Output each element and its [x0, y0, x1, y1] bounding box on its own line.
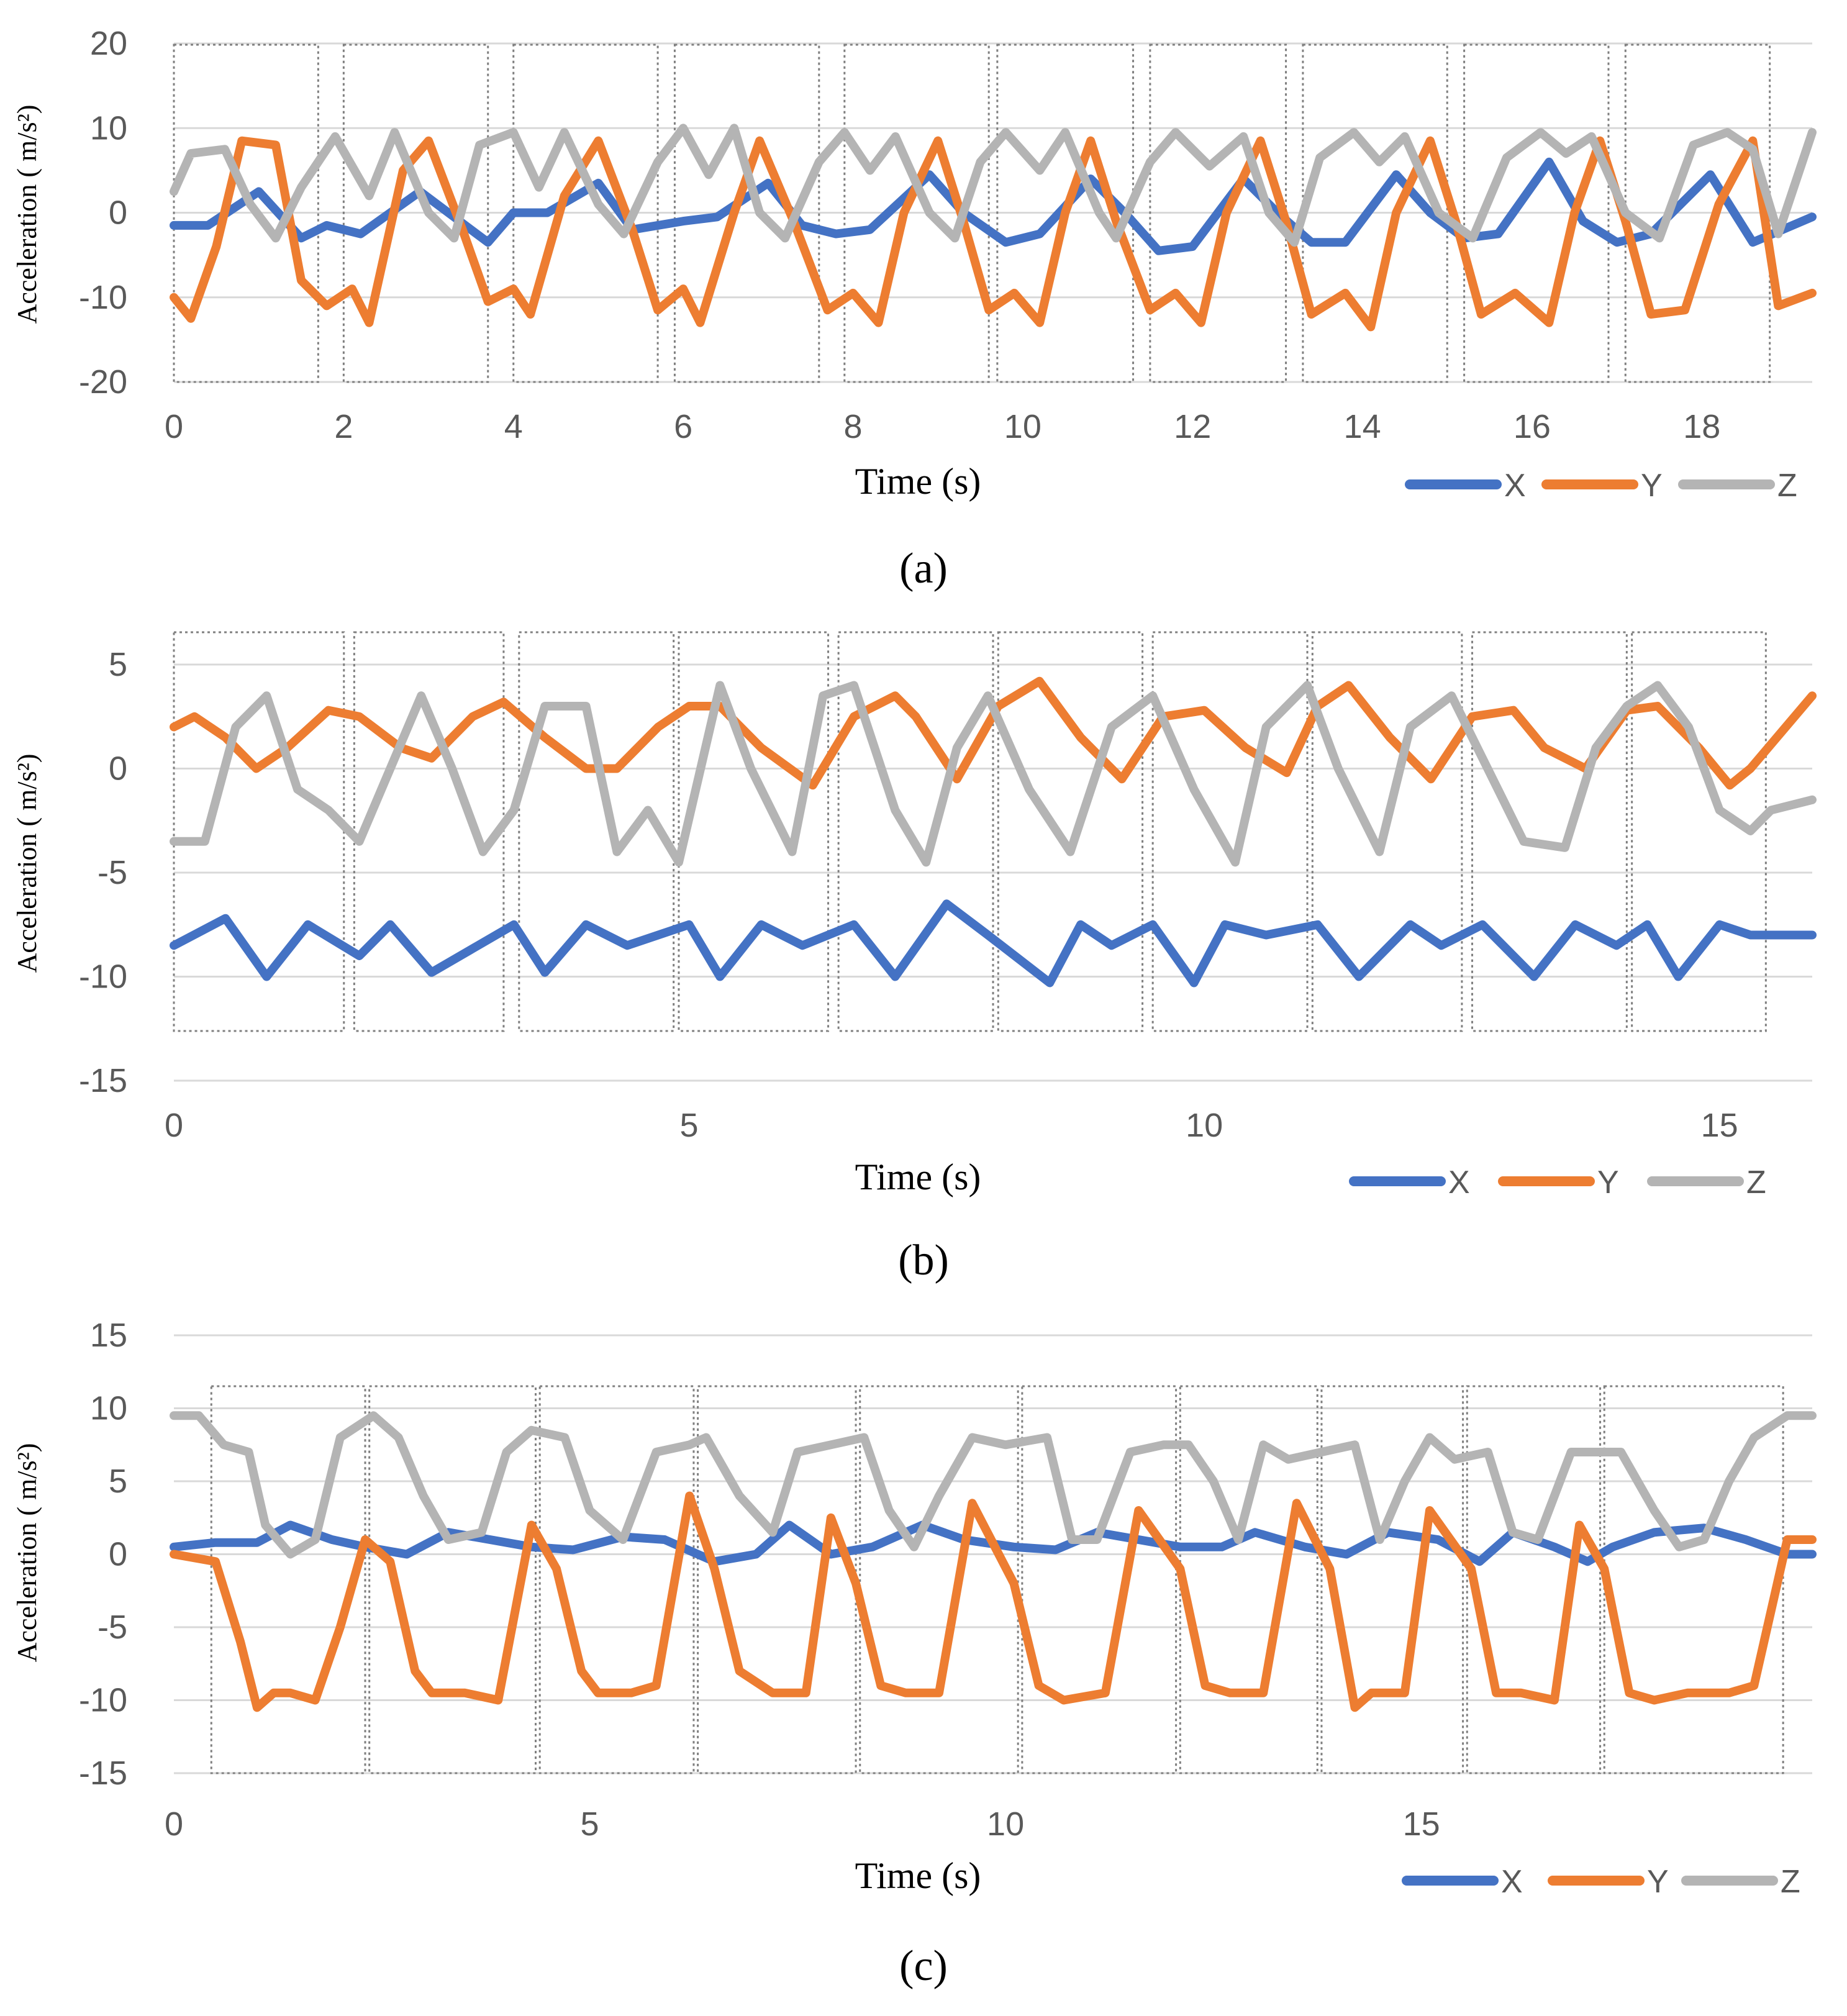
- segment-box: [843, 43, 990, 383]
- panel-label: (b): [898, 1237, 949, 1284]
- series-y-line: [170, 676, 1817, 790]
- panel-a: -20 -10 0 10 20 0 2 4 6 8 10 12 14 16 18 Acceleration (…: [12, 25, 1817, 593]
- x-tick-label: 15: [1701, 1107, 1738, 1144]
- segment-box: [697, 1385, 857, 1774]
- segment-box: [1149, 43, 1287, 383]
- segment-box: [1311, 631, 1463, 1032]
- segment-box: [1471, 631, 1628, 1032]
- x-axis-label: Time (s): [855, 461, 981, 502]
- panel-label: (c): [899, 1942, 948, 1990]
- legend-label-z: Z: [1746, 1165, 1766, 1201]
- segment-box: [353, 631, 505, 1032]
- segment-box: [678, 631, 830, 1032]
- panel-label: (a): [899, 545, 948, 593]
- y-tick-label: 0: [109, 194, 127, 232]
- x-tick-label: 18: [1683, 408, 1720, 445]
- y-tick-label: -10: [79, 958, 127, 996]
- x-tick-label: 16: [1513, 408, 1551, 445]
- x-tick-label: 5: [680, 1107, 699, 1144]
- x-tick-label: 0: [165, 408, 183, 445]
- segment-box: [1631, 631, 1767, 1032]
- x-tick-label: 15: [1403, 1805, 1440, 1843]
- segment-box: [1179, 1385, 1318, 1774]
- x-axis-label: Time (s): [855, 1855, 981, 1896]
- x-tick-label: 2: [334, 408, 353, 445]
- panel-b: -15 -10 -5 0 5 0 5 10 15 Acceleration ( m/s²) Time…: [12, 631, 1817, 1284]
- x-tick-label: 14: [1344, 408, 1381, 445]
- y-tick-label: 5: [109, 646, 127, 683]
- segment-box: [518, 631, 675, 1032]
- y-tick-label: 20: [90, 25, 127, 62]
- legend-label-y: Y: [1597, 1165, 1619, 1201]
- segment-box: [673, 43, 820, 383]
- y-tick-label: -15: [79, 1062, 127, 1099]
- x-tick-label: 0: [165, 1805, 183, 1843]
- series-x-line: [170, 899, 1817, 988]
- y-tick-label: 10: [90, 109, 127, 147]
- legend-label-x: X: [1448, 1165, 1470, 1201]
- x-tick-label: 8: [843, 408, 862, 445]
- legend-label-x: X: [1501, 1864, 1523, 1900]
- segment-box: [538, 1385, 695, 1774]
- y-tick-label: 0: [109, 1536, 127, 1573]
- y-tick-label: 5: [109, 1463, 127, 1500]
- segment-box: [1463, 43, 1610, 383]
- segment-box: [368, 1385, 537, 1774]
- series-x-line: [170, 157, 1817, 255]
- segment-box: [342, 43, 489, 383]
- segment-box: [210, 1385, 366, 1774]
- series-z-line: [170, 681, 1817, 867]
- y-axis-label: Acceleration ( m/s²): [12, 105, 42, 324]
- y-tick-label: -15: [79, 1755, 127, 1792]
- segment-box: [859, 1385, 1019, 1774]
- series-y-line: [170, 1491, 1817, 1712]
- segment-box: [173, 43, 319, 383]
- segment-box: [996, 43, 1135, 383]
- segment-box: [1021, 1385, 1178, 1774]
- y-tick-label: -10: [79, 279, 127, 316]
- series-z-line: [170, 124, 1817, 247]
- x-tick-label: 10: [1186, 1107, 1223, 1144]
- y-tick-label: -5: [98, 854, 127, 891]
- y-tick-label: -20: [79, 363, 127, 401]
- series-y-line: [170, 136, 1817, 332]
- x-tick-label: 6: [674, 408, 692, 445]
- y-tick-label: 0: [109, 750, 127, 788]
- x-tick-label: 12: [1174, 408, 1211, 445]
- segment-box: [1320, 1385, 1464, 1774]
- x-tick-label: 5: [581, 1805, 599, 1843]
- y-tick-label: -5: [98, 1609, 127, 1646]
- y-axis-label: Acceleration ( m/s²): [12, 1443, 42, 1663]
- x-tick-label: 10: [987, 1805, 1024, 1843]
- y-tick-label: -10: [79, 1682, 127, 1719]
- y-axis-label: Acceleration ( m/s²): [12, 754, 42, 973]
- x-axis-label: Time (s): [855, 1156, 981, 1197]
- legend-label-z: Z: [1777, 468, 1797, 504]
- legend-label-x: X: [1504, 468, 1526, 504]
- segment-box: [1603, 1385, 1784, 1774]
- segment-box: [837, 631, 994, 1032]
- x-tick-label: 4: [504, 408, 523, 445]
- series-z-line: [170, 1411, 1817, 1559]
- x-tick-label: 0: [165, 1107, 183, 1144]
- panel-c: -15 -10 -5 0 5 10 15 0 5 10 15 Acceleration ( m/s²)…: [12, 1317, 1817, 1990]
- legend-label-y: Y: [1647, 1864, 1669, 1900]
- segment-box: [1151, 631, 1309, 1032]
- series-x-line: [170, 1520, 1817, 1566]
- legend-label-y: Y: [1641, 468, 1663, 504]
- segment-box: [1466, 1385, 1602, 1774]
- y-tick-label: 10: [90, 1390, 127, 1427]
- segment-box: [997, 631, 1144, 1032]
- legend-label-z: Z: [1781, 1864, 1800, 1900]
- y-tick-label: 15: [90, 1317, 127, 1354]
- x-tick-label: 10: [1004, 408, 1041, 445]
